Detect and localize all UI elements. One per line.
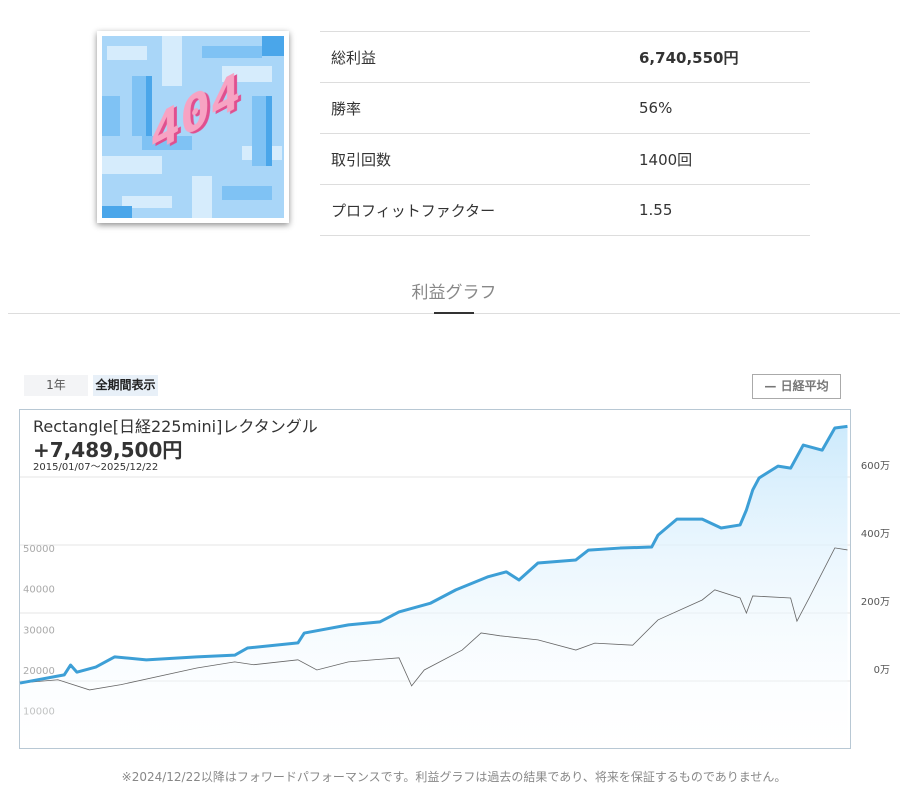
stat-row-win-rate: 勝率 56% [320, 82, 810, 134]
stats-table: 総利益 6,740,550円 勝率 56% 取引回数 1400回 プロフィットファクタ… [320, 31, 810, 236]
stat-label: 総利益 [320, 31, 628, 83]
stat-value: 56% [628, 82, 810, 134]
chart-total-profit: +7,489,500円 [33, 438, 183, 462]
stat-label: プロフィットファクター [320, 184, 628, 236]
stat-row-total-profit: 総利益 6,740,550円 [320, 31, 810, 83]
right-axis-tick-label: 400万 [861, 529, 890, 540]
stat-value: 6,740,550円 [628, 31, 810, 83]
right-axis-tick-label: 200万 [861, 597, 890, 608]
tab-1-year[interactable]: 1年 [24, 375, 88, 396]
left-axis-tick-label: 30000 [23, 625, 55, 636]
left-axis-tick-label: 40000 [23, 585, 55, 596]
left-axis-tick-label: 20000 [23, 666, 55, 677]
stat-row-trade-count: 取引回数 1400回 [320, 133, 810, 185]
section-title: 利益グラフ [411, 283, 497, 303]
stat-label: 取引回数 [320, 133, 628, 185]
disclaimer-note: ※2024/12/22以降はフォワードパフォーマンスです。利益グラフは過去の結果… [121, 770, 787, 784]
stat-value: 1.55 [628, 184, 810, 236]
nikkei-legend-toggle[interactable]: — 日経平均 [752, 374, 841, 399]
chart-frame [19, 409, 851, 749]
strategy-thumbnail: 404 [97, 31, 289, 223]
tab-all-period[interactable]: 全期間表示 [93, 375, 158, 396]
thumbnail-image: 404 [102, 36, 284, 218]
right-axis-tick-label: 600万 [861, 461, 890, 472]
stat-row-profit-factor: プロフィットファクター 1.55 [320, 184, 810, 236]
left-axis-tick-label: 50000 [23, 544, 55, 555]
nikkei-line [19, 547, 848, 691]
right-axis-tick-label: 0万 [874, 665, 890, 676]
section-accent-line [434, 312, 474, 314]
chart-date-range: 2015/01/07～2025/12/22 [33, 462, 159, 473]
profit-line [19, 424, 848, 685]
profit-area [20, 426, 848, 748]
chart-title: Rectangle[日経225mini]レクタングル [33, 417, 318, 436]
